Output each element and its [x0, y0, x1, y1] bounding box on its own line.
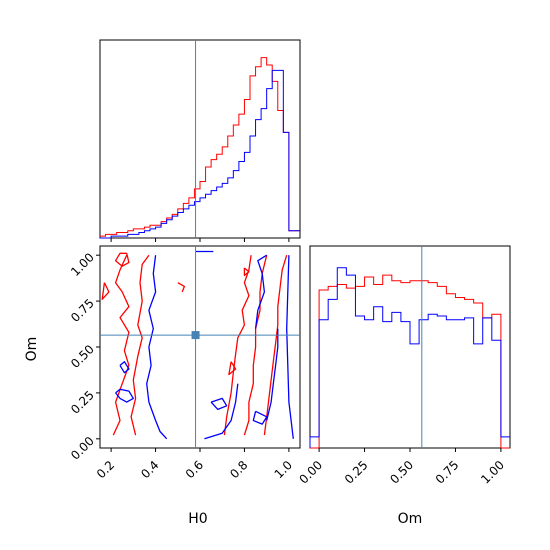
- om-marginal-panel: 0.00 0.25 0.50 0.75 1.00 Om: [296, 245, 511, 527]
- contour-y-tick-label-4: 1.00: [68, 250, 97, 279]
- contour-x-axis-label: H0: [188, 511, 207, 527]
- contour-series_a-curve-5: [223, 255, 252, 436]
- om-marginal-x-tick-label-0: 0.00: [296, 458, 325, 487]
- contour-y-tick-label-0: 0.00: [68, 434, 97, 463]
- contour-series_b-curve-6: [254, 254, 268, 329]
- contour-series_b-curve-1: [115, 388, 134, 403]
- contour-series_b-curve-2: [119, 361, 130, 374]
- contour-series_a-curve-2: [114, 252, 130, 267]
- contour-series_a-curve-8: [228, 361, 237, 376]
- om-marginal-hist-series_b: [309, 267, 510, 448]
- contour-series_b-curve-8: [286, 255, 294, 439]
- om-marginal-marks: [309, 267, 510, 449]
- contour-y-axis-label: Om: [24, 337, 40, 362]
- contour-marks: [101, 250, 294, 440]
- contour-series_b-curve-0: [146, 255, 168, 440]
- om-marginal-ticks: 0.00 0.25 0.50 0.75 1.00: [296, 448, 507, 487]
- contour-series_a-curve-9: [243, 267, 250, 277]
- contour-x-tick-label-0: 0.2: [94, 458, 117, 481]
- contour-y-tick-label-3: 0.75: [68, 296, 97, 325]
- contour-series_a-curve-0: [130, 254, 150, 436]
- contour-series_a-curve-7: [263, 255, 288, 436]
- om-marginal-frame: [309, 245, 511, 449]
- om-marginal-x-tick-label-1: 0.25: [342, 458, 371, 487]
- contour-series_a-curve-4: [177, 282, 186, 293]
- h0-marginal-marks: [100, 57, 300, 239]
- om-marginal-x-tick-label-2: 0.50: [387, 458, 416, 487]
- contour-x-tick-label-1: 0.4: [138, 458, 161, 481]
- contour-series_a-curve-6: [243, 255, 268, 436]
- contour-series_b-curve-4: [204, 383, 239, 440]
- contour-series_b-curve-9: [252, 410, 268, 425]
- contour-truth-crosshair: [100, 246, 300, 448]
- contour-y-tick-label-1: 0.25: [68, 388, 97, 417]
- contour-series_b-curve-5: [210, 397, 228, 411]
- h0-marginal-frame: [99, 39, 301, 239]
- om-marginal-x-tick-label-3: 0.75: [433, 458, 462, 487]
- contour-truth-marker: [191, 331, 200, 340]
- contour-x-tick-label-4: 1.0: [272, 458, 295, 481]
- h0-marginal-panel: [99, 39, 301, 242]
- om-marginal-x-axis-label: Om: [398, 511, 423, 527]
- om-marginal-hist-series_a: [310, 274, 510, 449]
- contour-x-tick-label-3: 0.8: [227, 458, 250, 481]
- contour-series_a-curve-1: [112, 254, 130, 436]
- contour-frame: [99, 245, 301, 449]
- contour-panel: 0.2 0.4 0.6 0.8 1.0 0.00 0.25 0.50 0.75 1.00 H0 O…: [24, 245, 301, 527]
- contour-series_a-curve-3: [101, 282, 110, 300]
- contour-series_b-curve-7: [266, 328, 279, 421]
- h0-marginal-hist-series_b: [100, 69, 300, 239]
- om-marginal-x-tick-label-4: 1.00: [478, 458, 507, 487]
- h0-marginal-ticks: [110, 238, 290, 242]
- h0-marginal-hist-series_a: [100, 57, 300, 237]
- contour-x-tick-label-2: 0.6: [183, 458, 206, 481]
- contour-y-tick-label-2: 0.50: [68, 342, 97, 371]
